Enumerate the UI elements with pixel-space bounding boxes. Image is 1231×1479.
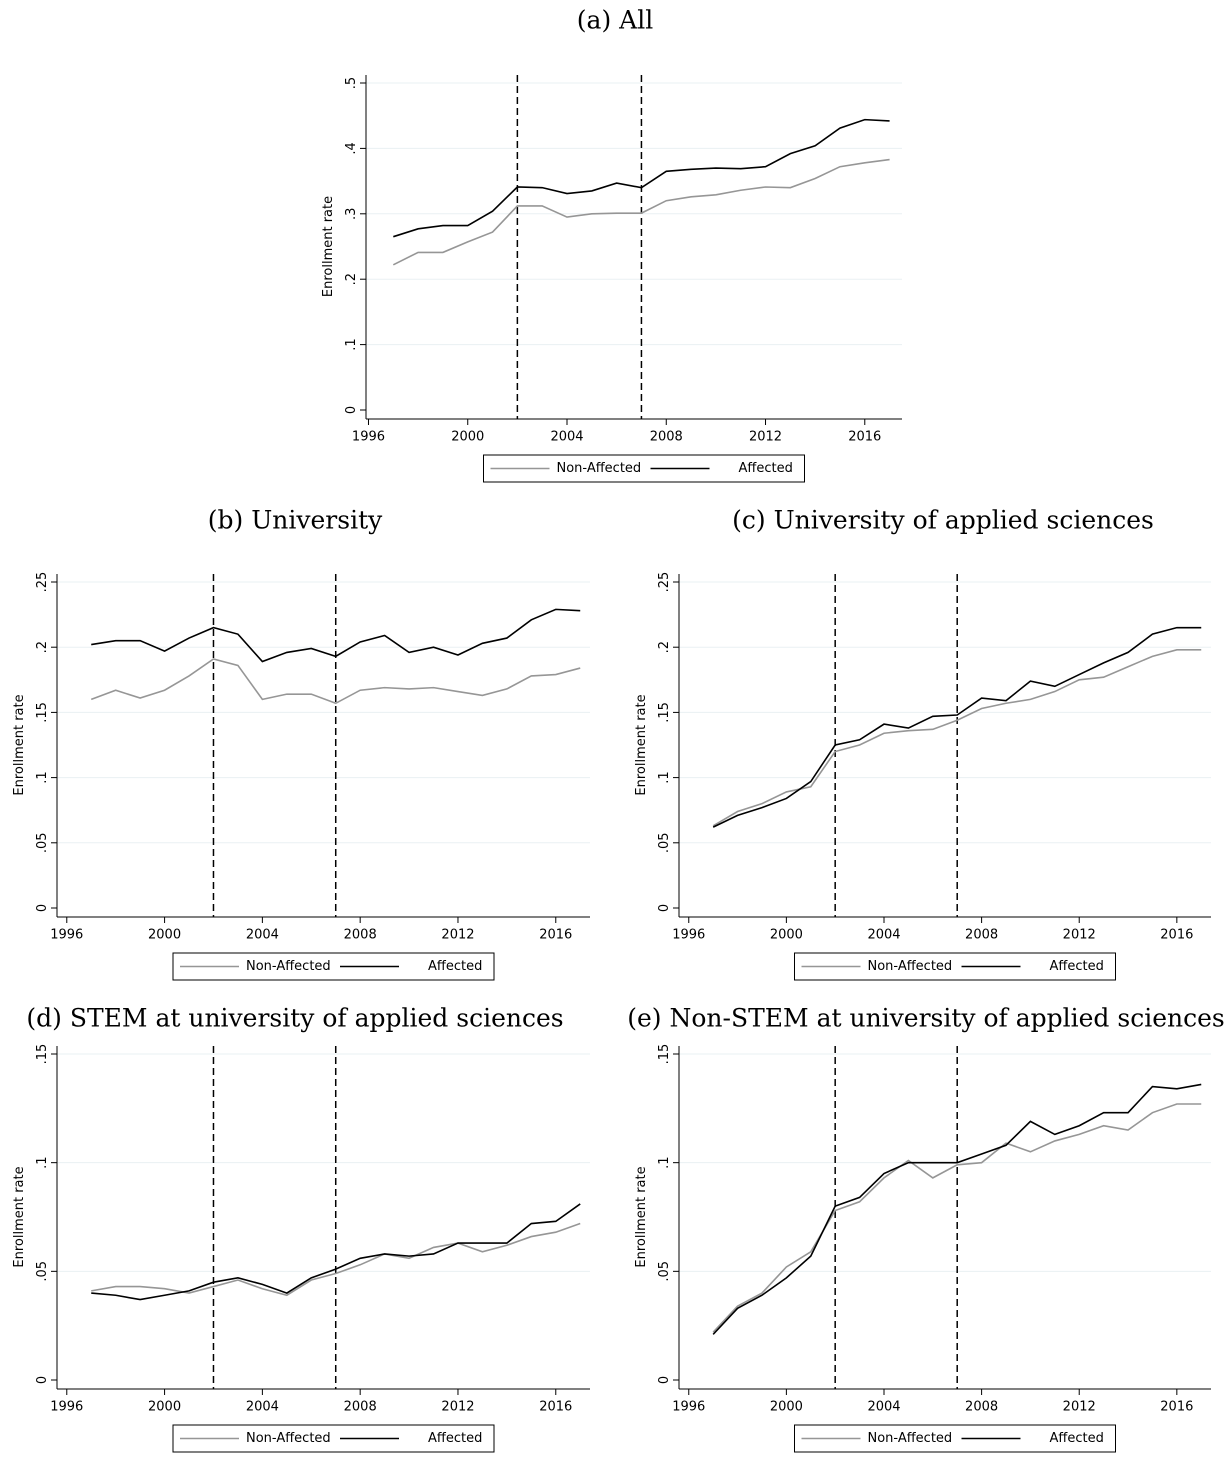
y-tick-label: .1 (657, 1156, 672, 1168)
y-tick-label: .5 (344, 77, 359, 89)
y-tick-label: .25 (35, 572, 50, 593)
x-tick-label: 2008 (965, 928, 998, 943)
y-axis-label: Enrollment rate (321, 196, 336, 297)
x-tick-label: 2016 (1160, 1400, 1193, 1415)
x-tick-label: 1996 (672, 1400, 705, 1415)
x-tick-label: 2000 (148, 928, 181, 943)
y-axis-label: Enrollment rate (12, 1166, 27, 1267)
series-line (90, 658, 581, 705)
legend-label: Affected (1050, 1431, 1104, 1446)
x-tick-label: 2012 (1063, 928, 1096, 943)
x-tick-label: 2000 (451, 430, 484, 445)
x-tick-label: 1996 (352, 430, 385, 445)
y-tick-label: 0 (35, 1376, 50, 1384)
y-tick-label: .1 (657, 771, 672, 783)
x-tick-label: 2016 (539, 928, 572, 943)
y-tick-label: .15 (657, 702, 672, 723)
x-tick-label: 2004 (550, 430, 583, 445)
y-tick-label: 0 (344, 406, 359, 414)
legend-label: Non-Affected (868, 959, 953, 974)
chart-title: (b) University (208, 506, 383, 535)
y-tick-label: .1 (35, 1156, 50, 1168)
series-line (712, 1103, 1202, 1333)
chart-title: (c) University of applied sciences (732, 506, 1154, 535)
x-tick-label: 2012 (441, 1400, 474, 1415)
x-tick-label: 2004 (867, 928, 900, 943)
y-axis-label: Enrollment rate (634, 694, 649, 795)
x-tick-label: 2008 (344, 928, 377, 943)
x-tick-label: 2008 (650, 430, 683, 445)
y-tick-label: .2 (344, 273, 359, 285)
y-tick-label: 0 (35, 904, 50, 912)
legend-label: Non-Affected (557, 461, 642, 476)
series-line (393, 118, 890, 238)
y-tick-label: .1 (344, 338, 359, 350)
legend-label: Non-Affected (246, 959, 331, 974)
series-line (91, 1222, 581, 1297)
y-tick-label: .4 (344, 142, 359, 154)
series-line (91, 1203, 581, 1301)
chart-title: (e) Non-STEM at university of applied sc… (627, 1004, 1224, 1033)
legend-label: Affected (739, 461, 793, 476)
y-tick-label: .2 (35, 641, 50, 653)
y-tick-label: .25 (657, 572, 672, 593)
legend-label: Non-Affected (246, 1431, 331, 1446)
y-tick-label: .05 (657, 832, 672, 853)
x-tick-label: 2008 (965, 1400, 998, 1415)
y-axis-label: Enrollment rate (12, 694, 27, 795)
legend-label: Non-Affected (868, 1431, 953, 1446)
y-tick-label: .15 (35, 702, 50, 723)
x-tick-label: 2000 (148, 1400, 181, 1415)
x-tick-label: 2012 (749, 430, 782, 445)
y-tick-label: 0 (657, 1376, 672, 1384)
legend-label: Affected (1050, 959, 1104, 974)
y-tick-label: 0 (657, 904, 672, 912)
chart-title: (d) STEM at university of applied scienc… (26, 1004, 563, 1033)
legend-label: Affected (428, 959, 482, 974)
y-tick-label: .05 (657, 1261, 672, 1282)
x-tick-label: 2008 (344, 1400, 377, 1415)
x-tick-label: 2004 (246, 1400, 279, 1415)
y-tick-label: .1 (35, 771, 50, 783)
x-tick-label: 2000 (770, 1400, 803, 1415)
y-axis-label: Enrollment rate (634, 1166, 649, 1267)
chart-title: (a) All (577, 6, 653, 35)
y-tick-label: .2 (657, 641, 672, 653)
x-tick-label: 2000 (770, 928, 803, 943)
x-tick-label: 2016 (848, 430, 881, 445)
x-tick-label: 2012 (1063, 1400, 1096, 1415)
series-line (712, 1083, 1202, 1335)
y-tick-label: .05 (35, 832, 50, 853)
x-tick-label: 2004 (867, 1400, 900, 1415)
y-tick-label: .05 (35, 1261, 50, 1282)
y-tick-label: .3 (344, 208, 359, 220)
series-line (712, 649, 1202, 827)
x-tick-label: 1996 (50, 928, 83, 943)
x-tick-label: 2012 (441, 928, 474, 943)
y-tick-label: .15 (657, 1044, 672, 1065)
legend-label: Affected (428, 1431, 482, 1446)
x-tick-label: 1996 (672, 928, 705, 943)
x-tick-label: 2016 (539, 1400, 572, 1415)
x-tick-label: 1996 (50, 1400, 83, 1415)
series-line (392, 158, 890, 266)
series-line (91, 608, 581, 663)
x-tick-label: 2016 (1160, 928, 1193, 943)
y-tick-label: .15 (35, 1044, 50, 1065)
series-line (712, 626, 1202, 828)
x-tick-label: 2004 (246, 928, 279, 943)
